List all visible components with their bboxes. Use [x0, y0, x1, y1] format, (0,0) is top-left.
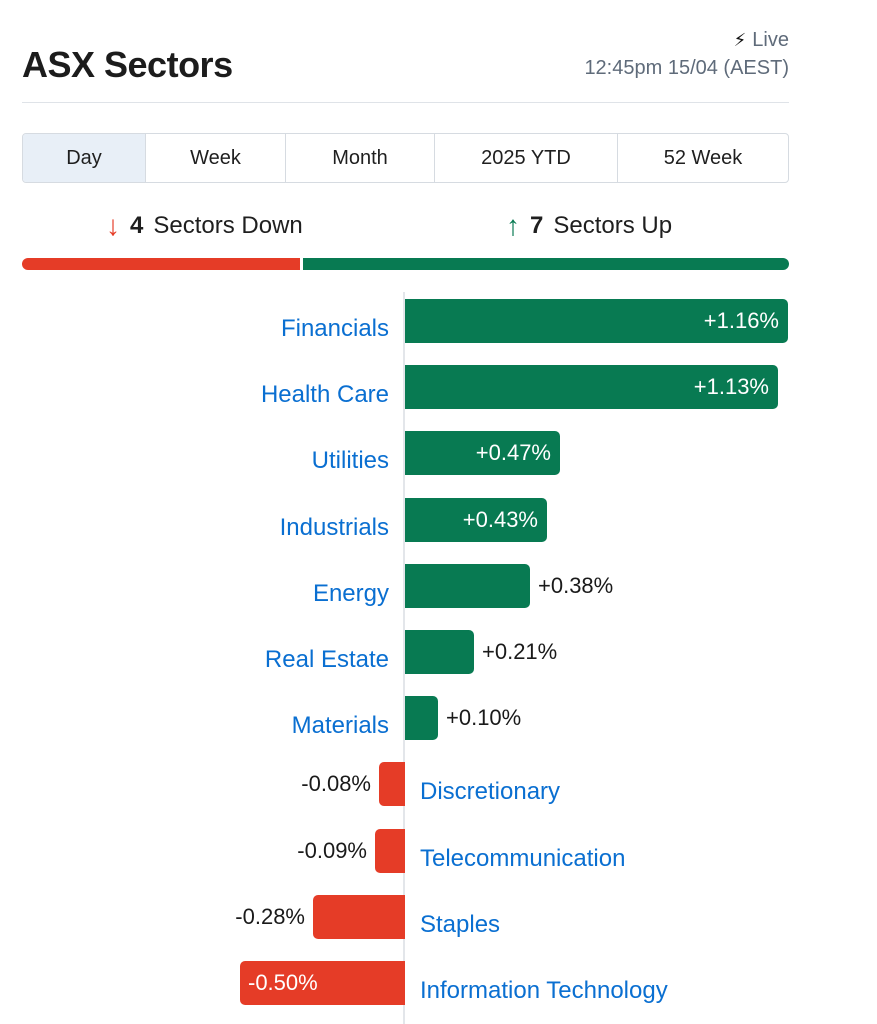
sectors-down-count: 4: [130, 212, 144, 239]
live-label: Live: [752, 29, 789, 51]
sector-label-energy[interactable]: Energy: [312, 580, 389, 607]
sector-label-information-technology[interactable]: Information Technology: [420, 977, 668, 1004]
sectors-up-summary: ↑ 7 Sectors Up: [506, 212, 672, 240]
sectors-down-text: Sectors Down: [153, 212, 303, 239]
sector-bar-chart: Financials +1.16% Health Care +1.13% Utiliti…: [22, 0, 789, 1024]
bar-financials: [405, 299, 788, 343]
sector-label-health-care[interactable]: Health Care: [260, 381, 389, 408]
sectors-up-text: Sectors Up: [553, 212, 673, 239]
tab-52-week[interactable]: 52 Week: [618, 134, 788, 182]
bar-discretionary: [379, 762, 405, 806]
asx-sectors-widget: ASX Sectors ⚡︎ Live 12:45pm 15/04 (AEST)…: [22, 0, 789, 1024]
sector-label-materials[interactable]: Materials: [291, 712, 389, 739]
sector-label-financials[interactable]: Financials: [280, 315, 389, 342]
bar-utilities: [405, 431, 560, 475]
tab-label: Day: [66, 146, 102, 169]
value-label-health-care: +1.13%: [693, 374, 769, 399]
bar-health-care: [405, 365, 778, 409]
bar-industrials: [405, 498, 547, 542]
period-tabs: Day Week Month 2025 YTD 52 Week: [22, 133, 789, 183]
bar-information-technology: [240, 961, 405, 1005]
page-title: ASX Sectors: [22, 44, 233, 85]
sectors-up-count: 7: [530, 212, 544, 239]
tab-2025-ytd[interactable]: 2025 YTD: [435, 134, 618, 182]
lightning-bolt-icon: ⚡︎: [733, 30, 747, 50]
arrow-up-icon: ↑: [506, 210, 520, 241]
sectors-down-summary: ↓ 4 Sectors Down: [106, 212, 303, 240]
tab-day[interactable]: Day: [23, 134, 146, 182]
sector-label-real-estate[interactable]: Real Estate: [264, 646, 389, 673]
sector-label-industrials[interactable]: Industrials: [279, 514, 389, 541]
live-indicator: ⚡︎ Live: [734, 29, 789, 52]
value-label-energy: +0.38%: [538, 573, 614, 598]
bar-energy: [405, 564, 530, 608]
tab-label: Month: [332, 146, 388, 169]
ratio-bar-down: [22, 258, 300, 270]
value-label-information-technology: -0.50%: [248, 970, 318, 995]
tab-week[interactable]: Week: [146, 134, 286, 182]
value-label-telecommunication: -0.09%: [297, 838, 367, 863]
sector-label-staples[interactable]: Staples: [420, 911, 501, 938]
bar-real-estate: [405, 630, 474, 674]
value-label-staples: -0.28%: [235, 904, 305, 929]
up-down-ratio-bar: [22, 258, 789, 270]
tab-month[interactable]: Month: [286, 134, 435, 182]
bar-telecommunication: [375, 829, 405, 873]
header-divider: [22, 102, 789, 103]
timestamp: 12:45pm 15/04 (AEST): [584, 57, 789, 79]
tab-label: Week: [190, 146, 241, 169]
sector-label-discretionary[interactable]: Discretionary: [420, 778, 561, 805]
value-label-discretionary: -0.08%: [301, 771, 371, 796]
arrow-down-icon: ↓: [106, 210, 120, 241]
bar-materials: [405, 696, 438, 740]
sector-label-utilities[interactable]: Utilities: [311, 447, 389, 474]
tab-label: 52 Week: [663, 146, 743, 169]
sector-label-telecommunication[interactable]: Telecommunication: [420, 845, 626, 872]
chart-zero-axis: [403, 292, 405, 1024]
ratio-bar-up: [303, 258, 789, 270]
value-label-real-estate: +0.21%: [482, 639, 558, 664]
bar-staples: [313, 895, 405, 939]
tab-label: 2025 YTD: [481, 146, 571, 169]
value-label-utilities: +0.47%: [475, 440, 551, 465]
value-label-financials: +1.16%: [703, 308, 779, 333]
value-label-materials: +0.10%: [446, 705, 522, 730]
value-label-industrials: +0.43%: [462, 507, 538, 532]
